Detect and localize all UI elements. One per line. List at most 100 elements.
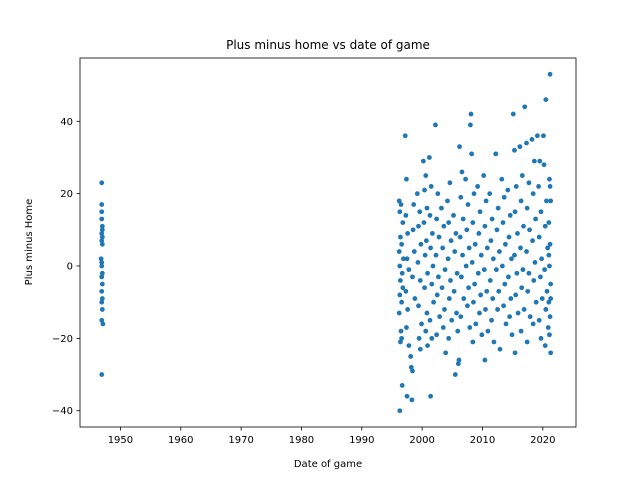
data-point	[547, 263, 552, 269]
data-point	[425, 343, 430, 348]
data-point	[401, 256, 406, 262]
data-point	[531, 158, 537, 164]
data-point	[99, 281, 105, 287]
data-point	[481, 267, 487, 273]
data-point	[410, 274, 415, 280]
data-point	[399, 299, 405, 305]
data-point	[518, 198, 524, 204]
data-point	[497, 346, 503, 352]
data-point	[545, 325, 551, 330]
x-axis-ticks: 1950 1960 1970 1980 1990 2000 2010 2020	[108, 427, 556, 446]
data-point	[410, 227, 416, 233]
data-point	[469, 260, 475, 265]
data-point	[547, 71, 553, 77]
data-point	[414, 191, 420, 197]
data-point	[541, 133, 546, 139]
data-point	[423, 238, 429, 244]
data-point	[517, 144, 523, 150]
data-point	[472, 241, 478, 247]
data-point	[399, 241, 405, 247]
data-point	[493, 267, 499, 273]
data-point	[99, 274, 105, 280]
data-point	[527, 314, 533, 320]
data-point	[532, 260, 538, 265]
data-point	[440, 245, 446, 251]
data-point	[431, 299, 436, 305]
data-point	[403, 288, 409, 294]
data-point	[529, 137, 535, 142]
data-point	[470, 220, 476, 226]
data-point	[496, 288, 502, 294]
data-point	[487, 191, 493, 197]
data-point	[521, 223, 526, 229]
data-point	[463, 263, 469, 269]
data-point	[408, 364, 414, 370]
data-point	[398, 234, 403, 240]
data-point	[499, 176, 505, 182]
data-point	[408, 354, 414, 359]
x-tick-label: 2020	[530, 435, 555, 446]
data-point	[100, 321, 106, 327]
data-point	[490, 296, 496, 301]
data-point	[99, 241, 105, 247]
data-point	[416, 223, 421, 229]
data-point	[399, 270, 405, 276]
data-point	[460, 252, 465, 258]
data-point	[509, 332, 515, 338]
data-point	[403, 212, 409, 218]
data-point	[396, 198, 402, 204]
data-point	[502, 281, 508, 287]
y-tick-label: 0	[67, 262, 73, 273]
data-point	[422, 252, 428, 258]
data-points	[98, 71, 554, 414]
data-point	[446, 335, 452, 341]
data-point	[442, 307, 447, 312]
data-point	[510, 111, 516, 117]
data-point	[542, 223, 548, 229]
data-point	[495, 205, 501, 211]
data-point	[417, 346, 423, 352]
data-point	[417, 278, 423, 283]
data-point	[467, 325, 473, 330]
y-tick-label: −20	[52, 334, 73, 345]
data-point	[466, 285, 471, 291]
data-point	[518, 328, 524, 334]
data-point	[524, 249, 529, 254]
data-point	[422, 187, 427, 193]
data-point	[455, 328, 461, 334]
data-point	[482, 223, 488, 229]
data-point	[400, 285, 406, 291]
data-point	[448, 238, 454, 244]
data-point	[501, 303, 506, 309]
data-point	[496, 249, 502, 254]
data-point	[458, 314, 464, 320]
data-point	[477, 209, 483, 215]
data-point	[503, 321, 509, 327]
data-point	[437, 314, 443, 320]
data-point	[425, 270, 430, 276]
data-point	[477, 310, 482, 316]
data-point	[547, 184, 553, 189]
data-point	[468, 122, 473, 128]
data-point	[506, 274, 511, 280]
data-point	[547, 332, 552, 338]
data-point	[398, 328, 404, 334]
data-point	[406, 267, 412, 273]
data-point	[548, 281, 554, 287]
data-point	[446, 296, 452, 301]
data-point	[463, 176, 468, 182]
data-point	[452, 249, 458, 254]
data-point	[543, 97, 549, 102]
data-point	[99, 270, 105, 276]
data-point	[449, 317, 455, 323]
data-point	[420, 158, 426, 164]
data-point	[539, 256, 545, 262]
data-point	[415, 260, 421, 265]
data-point	[512, 147, 517, 153]
data-point	[526, 270, 532, 276]
data-point	[436, 234, 442, 240]
data-point	[519, 173, 525, 178]
data-point	[478, 292, 484, 298]
data-point	[421, 220, 427, 226]
